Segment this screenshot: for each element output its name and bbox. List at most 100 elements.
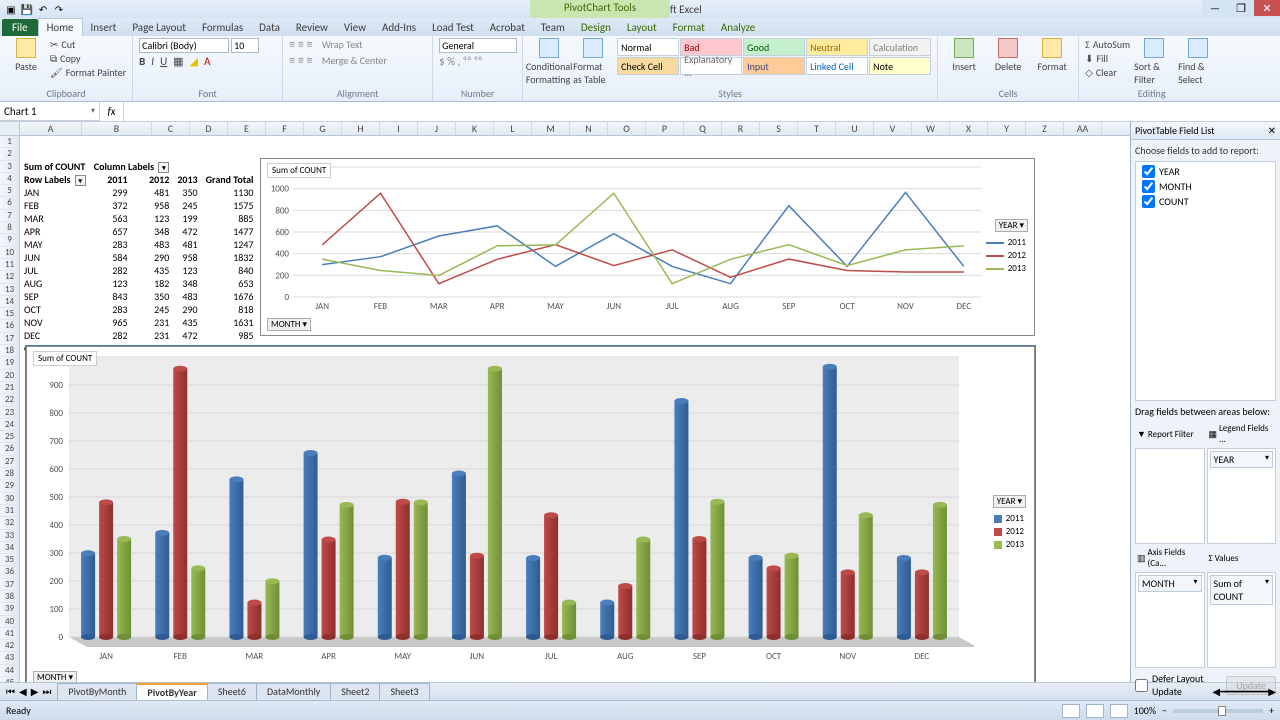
tab-add-ins[interactable]: Add-Ins	[374, 19, 424, 36]
cell-style-neutral[interactable]: Neutral	[806, 38, 868, 56]
minimize-button[interactable]: —	[1202, 0, 1228, 16]
cell-style-calculation[interactable]: Calculation	[869, 38, 931, 56]
page-break-view-button[interactable]	[1110, 704, 1128, 718]
fx-icon[interactable]: fx	[100, 102, 124, 121]
cell-style-normal[interactable]: Normal	[617, 38, 679, 56]
tab-file[interactable]: File	[2, 19, 38, 36]
wrap-text-button[interactable]: Wrap Text	[322, 38, 363, 52]
clear-button[interactable]: ◇ Clear	[1085, 66, 1130, 79]
tab-layout[interactable]: Layout	[619, 19, 665, 36]
bold-button[interactable]: B	[139, 55, 145, 68]
close-button[interactable]: ✕	[1254, 0, 1280, 16]
cut-button[interactable]: ✂ Cut	[50, 38, 126, 51]
format-painter-button[interactable]: 🖌 Format Painter	[50, 66, 126, 79]
cell-style-check-cell[interactable]: Check Cell	[617, 57, 679, 75]
name-box[interactable]: Chart 1▾	[0, 102, 100, 121]
field-year[interactable]: YEAR	[1142, 164, 1269, 179]
last-sheet-button[interactable]: ⏭	[42, 685, 51, 698]
prev-sheet-button[interactable]: ◀	[19, 685, 27, 698]
tab-design[interactable]: Design	[573, 19, 619, 36]
cell-style-explanatory-[interactable]: Explanatory ...	[680, 57, 742, 75]
zoom-in-button[interactable]: +	[1269, 704, 1274, 717]
undo-icon[interactable]: ↶	[36, 2, 50, 16]
sort-filter-button[interactable]: Sort & Filter	[1134, 38, 1174, 86]
zone-legend[interactable]: YEAR▾	[1207, 448, 1277, 544]
paste-button[interactable]: Paste	[6, 38, 46, 73]
tab-data[interactable]: Data	[251, 19, 288, 36]
zoom-out-button[interactable]: −	[1162, 704, 1167, 717]
zone-item-month[interactable]: MONTH▾	[1138, 575, 1202, 592]
bar-chart[interactable]: Sum of COUNT YEAR▾ MONTH▾ 201120122013 0…	[26, 346, 1035, 682]
cell-style-input[interactable]: Input	[743, 57, 805, 75]
format-as-table-button[interactable]: Format as Table	[573, 38, 613, 86]
tab-home[interactable]: Home	[38, 18, 83, 36]
tab-load-test[interactable]: Load Test	[424, 19, 482, 36]
save-icon[interactable]: 💾	[20, 2, 34, 16]
pivot-table[interactable]: Sum of COUNTColumn Labels ▾Row Labels ▾2…	[20, 160, 257, 355]
insert-cells-button[interactable]: Insert	[944, 38, 984, 73]
tab-formulas[interactable]: Formulas	[194, 19, 251, 36]
sheet-tab-sheet2[interactable]: Sheet2	[330, 683, 380, 700]
line-chart[interactable]: Sum of COUNT YEAR▾ MONTH▾ 201120122013 0…	[260, 158, 1035, 336]
hscroll-left-icon[interactable]: ◀	[1212, 685, 1220, 698]
tab-insert[interactable]: Insert	[83, 19, 125, 36]
fill-button[interactable]: ⬇ Fill	[1085, 52, 1130, 65]
tab-view[interactable]: View	[336, 19, 374, 36]
redo-icon[interactable]: ↷	[52, 2, 66, 16]
border-button[interactable]: ▦	[173, 55, 183, 68]
zone-axis[interactable]: MONTH▾	[1135, 572, 1205, 668]
sheet-tab-sheet3[interactable]: Sheet3	[379, 683, 429, 700]
page-layout-view-button[interactable]	[1086, 704, 1104, 718]
italic-button[interactable]: I	[151, 55, 154, 68]
tab-review[interactable]: Review	[288, 19, 336, 36]
year-filter-button[interactable]: YEAR▾	[995, 219, 1028, 232]
zoom-slider[interactable]	[1173, 709, 1263, 713]
worksheet-area[interactable]: ABCDEFGHIJKLMNOPQRSTUVWXYZAA 12345678910…	[0, 122, 1130, 682]
normal-view-button[interactable]	[1062, 704, 1080, 718]
tab-format[interactable]: Format	[665, 19, 713, 36]
sheet-tab-sheet6[interactable]: Sheet6	[207, 683, 257, 700]
tab-acrobat[interactable]: Acrobat	[482, 19, 533, 36]
hscroll-right-icon[interactable]: ▶	[1268, 685, 1276, 698]
field-count[interactable]: COUNT	[1142, 194, 1269, 209]
zone-item-count[interactable]: Sum of COUNT▾	[1210, 575, 1274, 605]
copy-button[interactable]: ⧉ Copy	[50, 52, 126, 65]
autosum-button[interactable]: Σ AutoSum	[1085, 38, 1130, 51]
fill-color-button[interactable]: ◢	[190, 55, 198, 68]
select-all-corner[interactable]	[0, 122, 20, 136]
column-headers[interactable]: ABCDEFGHIJKLMNOPQRSTUVWXYZAA	[20, 122, 1130, 136]
zoom-level[interactable]: 100%	[1134, 704, 1156, 717]
tab-team[interactable]: Team	[533, 19, 573, 36]
tab-analyze[interactable]: Analyze	[713, 19, 763, 36]
merge-center-button[interactable]: Merge & Center	[322, 54, 387, 68]
cell-style-note[interactable]: Note	[869, 57, 931, 75]
close-icon[interactable]: ✕	[1268, 124, 1276, 137]
format-cells-button[interactable]: Format	[1032, 38, 1072, 73]
sheet-tab-pivotbyyear[interactable]: PivotByYear	[136, 683, 207, 700]
font-name-select[interactable]	[139, 38, 229, 53]
font-color-button[interactable]: A	[204, 55, 210, 68]
next-sheet-button[interactable]: ▶	[31, 685, 39, 698]
cell-style-good[interactable]: Good	[743, 38, 805, 56]
zone-item-year[interactable]: YEAR▾	[1210, 451, 1274, 468]
number-format-select[interactable]	[439, 38, 517, 53]
delete-cells-button[interactable]: Delete	[988, 38, 1028, 73]
sheet-tab-pivotbymonth[interactable]: PivotByMonth	[57, 683, 137, 700]
field-month[interactable]: MONTH	[1142, 179, 1269, 194]
month-filter-button[interactable]: MONTH▾	[33, 671, 77, 682]
formula-input[interactable]	[124, 102, 1280, 121]
tab-page-layout[interactable]: Page Layout	[124, 19, 194, 36]
zone-filter[interactable]	[1135, 448, 1205, 544]
row-headers[interactable]: 1234567891011121314151617181920212223242…	[0, 136, 20, 682]
sheet-tab-datamonthly[interactable]: DataMonthly	[256, 683, 331, 700]
zone-values[interactable]: Sum of COUNT▾	[1207, 572, 1277, 668]
underline-button[interactable]: U	[160, 55, 167, 68]
cell-style-linked-cell[interactable]: Linked Cell	[806, 57, 868, 75]
find-select-button[interactable]: Find & Select	[1178, 38, 1218, 86]
font-size-select[interactable]	[231, 38, 259, 53]
month-filter-button[interactable]: MONTH▾	[267, 318, 311, 331]
maximize-button[interactable]: ❐	[1228, 0, 1254, 16]
year-filter-button[interactable]: YEAR▾	[993, 495, 1026, 508]
first-sheet-button[interactable]: ⏮	[6, 685, 15, 698]
conditional-formatting-button[interactable]: Conditional Formatting	[529, 38, 569, 86]
